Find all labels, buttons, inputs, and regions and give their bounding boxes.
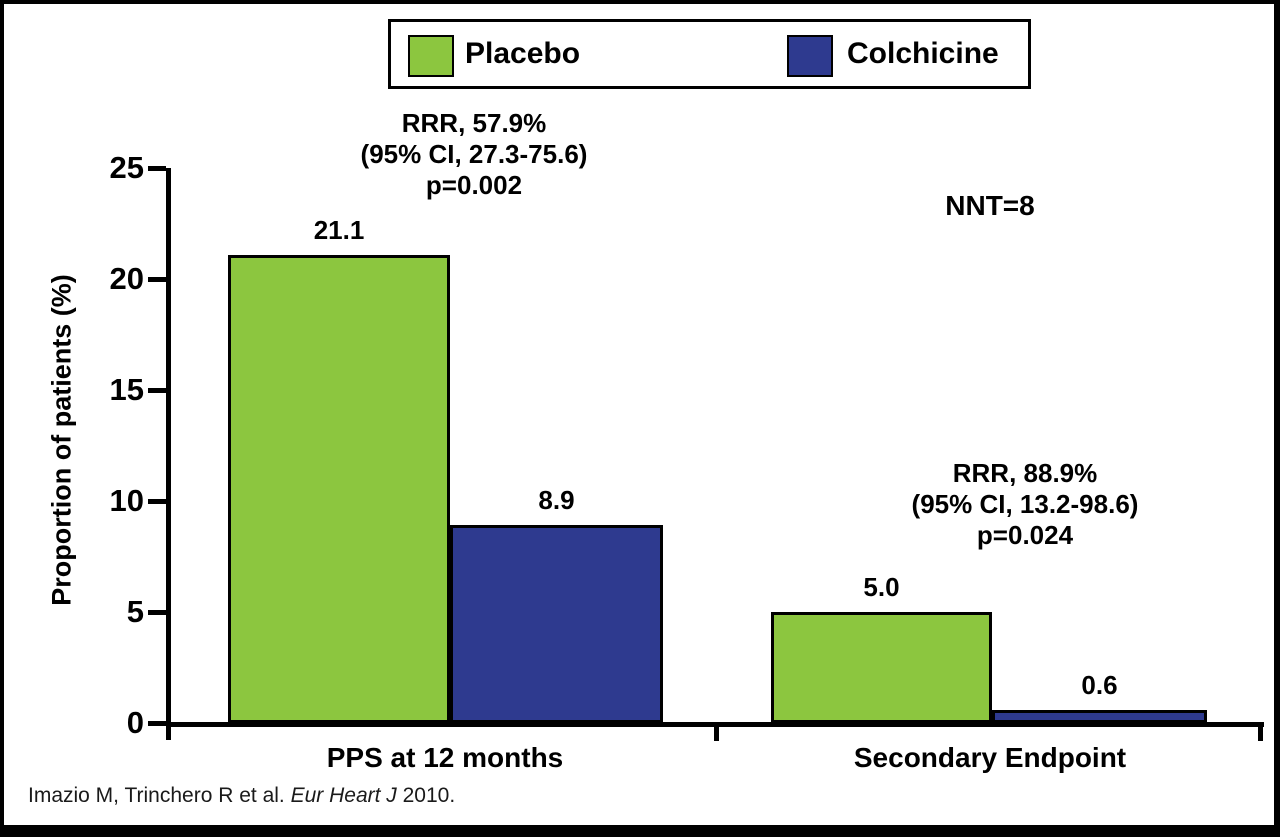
bar-value-label-colchicine-pps-at-12-months: 8.9 [538, 485, 575, 516]
annotation-group2-ci: (95% CI, 13.2-98.6) [911, 489, 1139, 519]
y-axis-tick-label-25: 25 [109, 150, 144, 185]
y-axis-tick-label-5: 5 [126, 594, 144, 629]
y-axis-tick-label-15: 15 [109, 372, 144, 407]
y-axis-title: Proportion of patients (%) [46, 274, 77, 606]
annotation-group2-pvalue: p=0.024 [976, 520, 1074, 550]
y-axis-tick-25 [148, 165, 166, 171]
bar-placebo-secondary-endpoint [771, 612, 992, 723]
x-axis-category-secondary-endpoint: Secondary Endpoint [853, 742, 1127, 773]
bar-value-label-placebo-pps-at-12-months: 21.1 [313, 214, 365, 245]
x-axis-line [166, 722, 1264, 727]
annotation-group2: RRR, 88.9% (95% CI, 13.2-98.6) p=0.024 [825, 458, 1225, 551]
y-axis-tick-10 [148, 498, 166, 504]
y-axis-tick-label-20: 20 [109, 261, 144, 296]
y-axis-tick-label-0: 0 [126, 705, 144, 740]
legend: Placebo Colchicine [388, 19, 1031, 89]
annotation-group1: RRR, 57.9% (95% CI, 27.3-75.6) p=0.002 [274, 108, 674, 201]
citation: Imazio M, Trinchero R et al. Eur Heart J… [28, 784, 455, 808]
annotation-group1-ci: (95% CI, 27.3-75.6) [360, 139, 588, 169]
citation-journal: Eur Heart J [290, 784, 397, 807]
annotation-group1-rrr: RRR, 57.9% [401, 108, 547, 138]
annotation-nnt: NNT=8 [945, 190, 1035, 221]
x-axis-category-pps-at-12-months: PPS at 12 months [326, 742, 564, 773]
y-axis-tick-5 [148, 609, 166, 615]
y-axis-tick-15 [148, 387, 166, 393]
annotation-group1-pvalue: p=0.002 [425, 170, 523, 200]
bar-value-label-colchicine-secondary-endpoint: 0.6 [1081, 669, 1118, 700]
x-axis-group-divider-tick [714, 726, 719, 741]
legend-swatch-placebo [408, 35, 454, 77]
legend-label-placebo: Placebo [465, 37, 581, 70]
y-axis-tick-label-10: 10 [109, 483, 144, 518]
bar-colchicine-secondary-endpoint [992, 709, 1207, 723]
annotation-group2-rrr: RRR, 88.9% [952, 458, 1098, 488]
citation-authors: Imazio M, Trinchero R et al. [28, 784, 291, 807]
x-axis-end-tick [1258, 726, 1263, 741]
bar-colchicine-pps-at-12-months [450, 525, 663, 723]
y-axis-tick-20 [148, 276, 166, 282]
legend-swatch-colchicine [787, 35, 833, 77]
citation-year: 2010. [396, 784, 456, 807]
y-axis-line [166, 168, 171, 740]
legend-label-colchicine: Colchicine [847, 37, 999, 70]
bar-value-label-placebo-secondary-endpoint: 5.0 [863, 572, 900, 602]
y-axis-tick-0 [148, 720, 166, 726]
bar-placebo-pps-at-12-months [228, 254, 450, 723]
